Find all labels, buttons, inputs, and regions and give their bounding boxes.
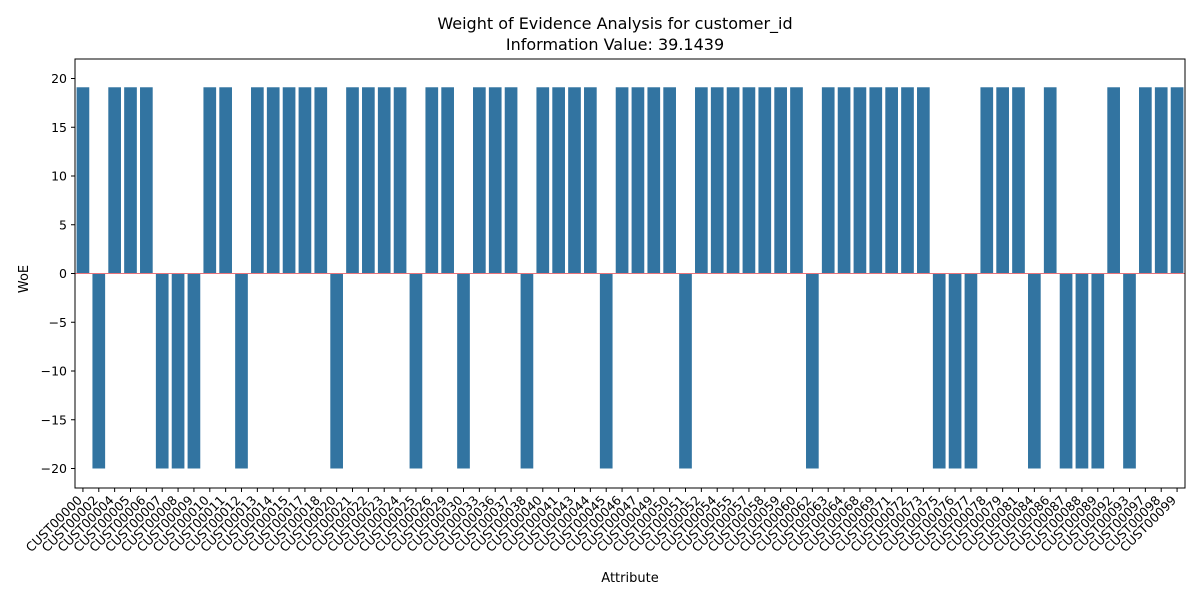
bar-CUST00078 [980, 87, 994, 274]
y-tick-label: −20 [41, 461, 67, 476]
y-tick-label: −5 [49, 315, 67, 330]
bar-CUST00079 [996, 87, 1009, 274]
bar-CUST00071 [885, 87, 898, 274]
bar-CUST00057 [742, 87, 756, 274]
bar-CUST00020 [330, 273, 343, 469]
bar-CUST00013 [251, 87, 264, 274]
bar-CUST00005 [124, 87, 137, 274]
x-axis: CUST00000CUST00002CUST00004CUST00005CUST… [23, 488, 1179, 555]
bar-CUST00041 [552, 87, 565, 274]
bar-CUST00046 [615, 87, 629, 274]
bar-CUST00051 [679, 273, 692, 469]
bar-CUST00072 [901, 87, 914, 274]
bar-CUST00086 [1043, 87, 1057, 274]
bar-CUST00054 [710, 87, 724, 274]
bar-CUST00097 [1139, 87, 1152, 274]
bar-CUST00089 [1091, 273, 1105, 469]
bar-CUST00073 [917, 87, 930, 274]
bar-CUST00099 [1170, 87, 1184, 274]
chart-title: Weight of Evidence Analysis for customer… [437, 14, 792, 34]
bar-CUST00022 [362, 87, 375, 274]
bars-group [76, 87, 1184, 469]
y-tick-label: −15 [41, 412, 67, 427]
bar-CUST00092 [1107, 87, 1120, 274]
bar-CUST00009 [187, 273, 201, 469]
bar-CUST00055 [726, 87, 740, 274]
bar-CUST00081 [1012, 87, 1025, 274]
bar-CUST00068 [853, 87, 867, 274]
bar-CUST00063 [821, 87, 835, 274]
y-tick-label: 10 [51, 169, 67, 184]
bar-CUST00017 [298, 87, 312, 274]
bar-CUST00029 [441, 87, 454, 274]
bar-CUST00006 [140, 87, 153, 274]
bar-CUST00033 [473, 87, 486, 274]
bar-CUST00075 [932, 273, 946, 469]
bar-CUST00007 [155, 273, 169, 469]
bar-CUST00069 [869, 87, 883, 274]
bar-CUST00026 [425, 87, 439, 274]
bar-CUST00087 [1059, 273, 1073, 469]
bar-CUST00076 [948, 273, 962, 469]
bar-CUST00018 [314, 87, 328, 274]
bar-CUST00002 [92, 273, 106, 469]
bar-CUST00047 [631, 87, 645, 274]
bar-CUST00038 [520, 273, 534, 469]
y-tick-label: 0 [59, 266, 67, 281]
bar-CUST00008 [171, 273, 185, 469]
bar-CUST00044 [584, 87, 597, 274]
bar-CUST00025 [409, 273, 423, 469]
bar-CUST00050 [663, 87, 676, 274]
bar-CUST00098 [1154, 87, 1168, 274]
bar-CUST00015 [282, 87, 296, 274]
bar-CUST00040 [536, 87, 550, 274]
bar-CUST00024 [393, 87, 407, 274]
bar-CUST00052 [695, 87, 708, 274]
bar-CUST00037 [504, 87, 518, 274]
y-axis: −20 −15 −10 −5 0 5 10 15 20 [41, 71, 75, 476]
chart-subtitle: Information Value: 39.1439 [506, 35, 724, 54]
bar-CUST00049 [647, 87, 661, 274]
bar-CUST00060 [790, 87, 803, 274]
bar-CUST00059 [774, 87, 787, 274]
bar-CUST00036 [488, 87, 502, 274]
bar-CUST00021 [346, 87, 359, 274]
y-tick-label: 15 [51, 120, 67, 135]
plot-frame [74, 58, 1186, 489]
bar-CUST00012 [235, 273, 248, 469]
bar-CUST00010 [203, 87, 217, 274]
y-tick-label: 20 [51, 71, 67, 86]
y-tick-label: −10 [41, 364, 67, 379]
bar-CUST00045 [599, 273, 613, 469]
y-axis-label: WoE [17, 265, 32, 293]
bar-CUST00000 [76, 87, 90, 274]
y-tick-label: 5 [59, 217, 67, 232]
bar-CUST00062 [806, 273, 819, 469]
bar-CUST00014 [266, 87, 280, 274]
x-axis-label: Attribute [601, 571, 658, 586]
bar-CUST00058 [758, 87, 772, 274]
bar-CUST00093 [1123, 273, 1136, 469]
bar-CUST00064 [837, 87, 851, 274]
bar-CUST00088 [1075, 273, 1089, 469]
bar-CUST00023 [377, 87, 391, 274]
bar-CUST00030 [457, 273, 470, 469]
bar-CUST00043 [568, 87, 581, 274]
bar-CUST00077 [964, 273, 978, 469]
bar-CUST00004 [108, 87, 121, 274]
bar-CUST00084 [1028, 273, 1041, 469]
bar-CUST00011 [219, 87, 232, 274]
